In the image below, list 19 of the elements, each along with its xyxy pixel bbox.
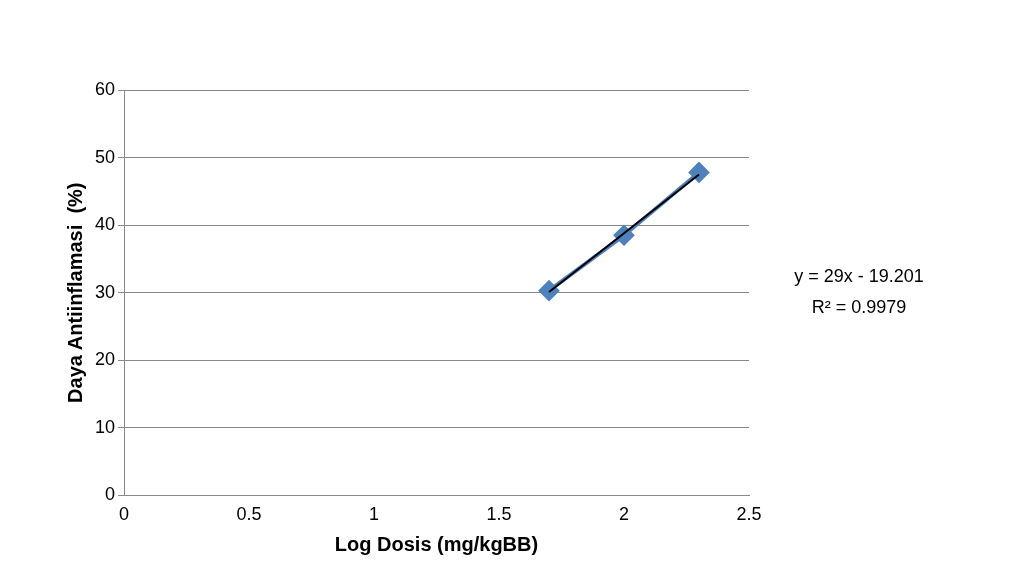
point <box>539 280 560 301</box>
point <box>689 162 709 183</box>
x-tick-label: 2.5 <box>736 504 762 525</box>
y-tick-label: 60 <box>94 78 116 99</box>
y-axis-title: Daya Antiinflamasi (%) <box>63 182 86 403</box>
x-tick-label: 1 <box>369 504 380 525</box>
y-tick-label: 50 <box>94 146 116 167</box>
y-tick-label: 30 <box>94 281 116 302</box>
y-tick-label: 0 <box>105 484 116 505</box>
x-tick-label: 1.5 <box>486 504 512 525</box>
y-tick-label: 10 <box>94 416 116 437</box>
x-axis-title: Log Dosis (mg/kgBB) <box>334 532 539 555</box>
x-tick-label: 0 <box>119 504 130 525</box>
y-tick-label: 40 <box>94 214 116 235</box>
x-tick-label: 2 <box>619 504 630 525</box>
x-tick-label: 0.5 <box>236 504 262 525</box>
text: y = 29x - 19.201 <box>794 266 924 287</box>
text: R² = 0.9979 <box>811 297 907 318</box>
y-tick-label: 20 <box>94 349 116 370</box>
